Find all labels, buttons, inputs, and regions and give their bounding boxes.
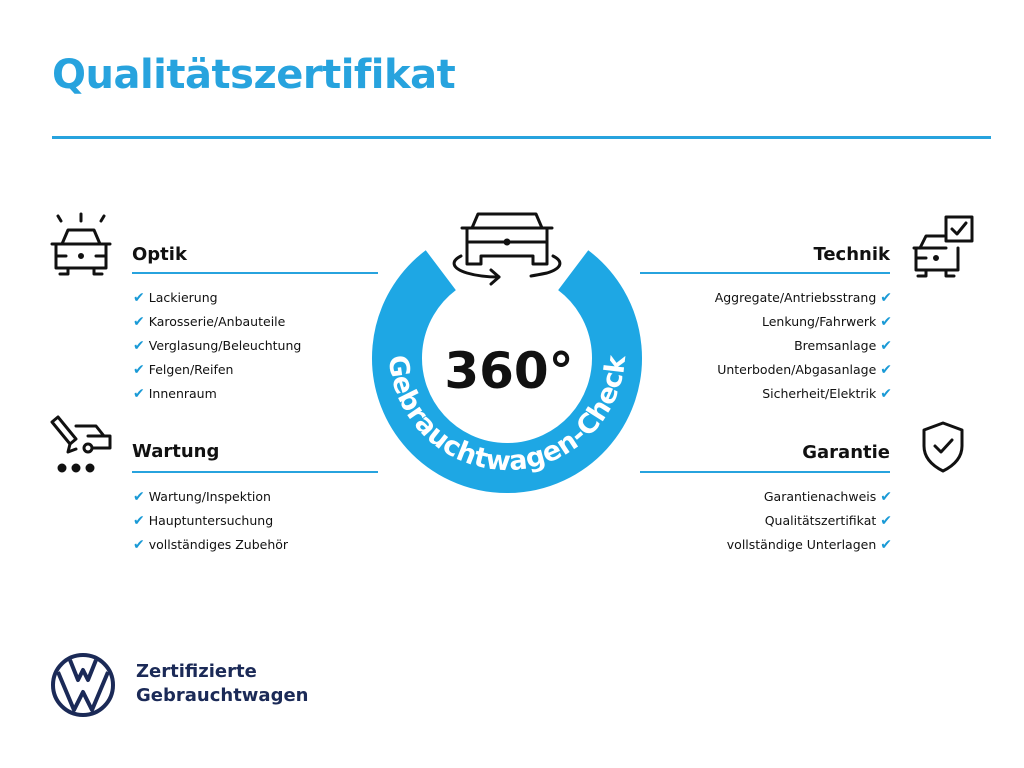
check-icon: ✔: [133, 362, 145, 378]
list-item: ✔ Wartung/Inspektion: [133, 489, 271, 505]
list-item: ✔ Karosserie/Anbauteile: [133, 314, 286, 330]
technik-divider: [640, 272, 890, 274]
check-icon: ✔: [880, 513, 892, 529]
check-icon: ✔: [880, 314, 892, 330]
vw-logo: [51, 653, 115, 717]
list-item: vollständige Unterlagen ✔: [726, 537, 892, 553]
check-icon: ✔: [133, 338, 145, 354]
ring: [372, 250, 642, 493]
wartung-heading: Wartung: [132, 441, 220, 462]
optik-list: ✔ Lackierung ✔ Karosserie/Anbauteile ✔ Verg…: [133, 286, 301, 406]
car-lights-icon: [50, 212, 112, 276]
garantie-divider: [640, 471, 890, 473]
page-title: Qualitätszertifikat: [52, 52, 456, 98]
technik-heading: Technik: [813, 244, 890, 265]
check-icon: ✔: [133, 386, 145, 402]
check-icon: ✔: [133, 314, 145, 330]
list-item: ✔ Lackierung: [133, 290, 218, 306]
garantie-list: Garantienachweis ✔ Qualitätszertifikat ✔ v…: [727, 485, 892, 557]
list-item: Garantienachweis ✔: [763, 489, 892, 505]
optik-heading: Optik: [132, 244, 187, 265]
car-rotate-icon: [452, 212, 562, 286]
gebrauchtwagen-check-badge: Gebrauchtwagen-Check 360°: [372, 212, 642, 493]
check-icon: ✔: [880, 338, 892, 354]
check-icon: ✔: [133, 290, 145, 306]
wartung-list: ✔ Wartung/Inspektion ✔ Hauptuntersuchung ✔…: [133, 485, 288, 557]
footer-text: Zertifizierte Gebrauchtwagen: [136, 661, 309, 706]
garantie-heading: Garantie: [802, 442, 890, 463]
list-item: ✔ Felgen/Reifen: [133, 362, 234, 378]
list-item: ✔ vollständiges Zubehör: [133, 537, 289, 553]
check-icon: ✔: [133, 513, 145, 529]
list-item: Qualitätszertifikat ✔: [764, 513, 892, 529]
check-icon: ✔: [880, 537, 892, 553]
optik-divider: [132, 272, 378, 274]
list-item: Sicherheit/Elektrik ✔: [762, 386, 892, 402]
list-item: Lenkung/Fahrwerk ✔: [762, 314, 892, 330]
list-item: ✔ Hauptuntersuchung: [133, 513, 274, 529]
wartung-divider: [132, 471, 378, 473]
check-icon: ✔: [880, 489, 892, 505]
check-icon: ✔: [880, 362, 892, 378]
list-item: Aggregate/Antriebsstrang ✔: [714, 290, 892, 306]
list-item: ✔ Verglasung/Beleuchtung: [133, 338, 302, 354]
check-icon: ✔: [880, 290, 892, 306]
technik-list: Aggregate/Antriebsstrang ✔ Lenkung/Fahrwe…: [715, 286, 892, 406]
check-icon: ✔: [880, 386, 892, 402]
service-van-icon: [50, 415, 112, 473]
list-item: ✔ Innenraum: [133, 386, 217, 402]
check-icon: ✔: [133, 489, 145, 505]
title-divider: [52, 136, 991, 139]
list-item: Unterboden/Abgasanlage ✔: [717, 362, 892, 378]
check-icon: ✔: [133, 537, 145, 553]
car-checklist-icon: [912, 215, 974, 278]
shield-check-icon: [922, 421, 964, 473]
list-item: Bremsanlage ✔: [794, 338, 892, 354]
360-label: 360°: [444, 342, 573, 400]
